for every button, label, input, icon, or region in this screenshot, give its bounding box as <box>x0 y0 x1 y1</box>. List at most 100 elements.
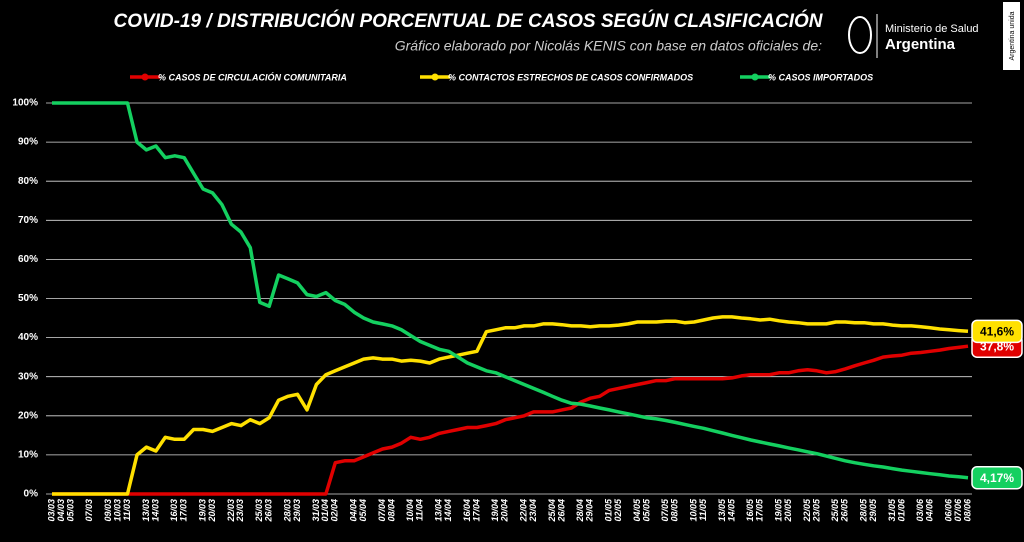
y-tick-label: 10% <box>18 450 38 461</box>
logo-ministry: Ministerio de Salud <box>885 23 979 35</box>
x-tick-label: 28/04 <box>575 499 585 523</box>
x-tick-label: 14/03 <box>150 499 160 522</box>
x-tick-label: 13/04 <box>434 499 444 522</box>
x-tick-label: 01/04 <box>320 499 330 522</box>
x-tick-label: 08/05 <box>670 498 680 522</box>
x-tick-label: 10/05 <box>689 498 699 522</box>
x-tick-label: 16/03 <box>169 499 179 522</box>
x-tick-label: 29/05 <box>868 498 878 523</box>
y-tick-label: 40% <box>18 332 38 343</box>
series-line <box>52 101 969 480</box>
x-tick-label: 11/03 <box>122 499 132 521</box>
x-tick-label: 02/04 <box>330 499 340 522</box>
x-tick-label: 31/05 <box>887 498 897 522</box>
x-tick-label: 25/04 <box>547 499 557 523</box>
x-tick-label: 28/05 <box>858 498 868 523</box>
end-label: 41,6% <box>980 325 1014 339</box>
x-tick-label: 09/03 <box>103 499 113 522</box>
x-tick-label: 17/03 <box>179 499 189 522</box>
x-tick-label: 04/06 <box>925 498 935 522</box>
x-tick-label: 19/04 <box>490 499 500 522</box>
x-tick-label: 23/03 <box>235 499 245 523</box>
x-tick-label: 29/04 <box>585 499 595 523</box>
x-tick-label: 08/04 <box>386 499 396 522</box>
x-tick-label: 10/04 <box>405 499 415 522</box>
x-tick-label: 19/03 <box>197 499 207 522</box>
x-tick-label: 04/04 <box>349 499 359 522</box>
x-tick-label: 20/04 <box>500 499 510 523</box>
x-tick-label: 05/04 <box>358 499 368 522</box>
x-tick-label: 22/03 <box>226 499 236 523</box>
x-tick-label: 01/05 <box>604 498 614 522</box>
y-tick-label: 50% <box>18 293 38 304</box>
x-tick-label: 14/04 <box>443 499 453 522</box>
logo-country: Argentina <box>885 36 956 53</box>
x-tick-label: 04/03 <box>56 499 66 522</box>
x-tick-label: 20/05 <box>783 498 793 523</box>
x-tick-label: 25/03 <box>254 499 264 523</box>
x-tick-label: 06/06 <box>943 498 953 522</box>
series-line <box>52 315 969 496</box>
legend-label: % CASOS DE CIRCULACIÓN COMUNITARIA <box>158 71 347 82</box>
x-tick-label: 07/05 <box>660 498 670 522</box>
legend-marker <box>751 73 759 81</box>
x-tick-label: 02/05 <box>613 498 623 522</box>
x-tick-label: 08/06 <box>962 498 972 522</box>
badge <box>1003 2 1020 70</box>
y-tick-label: 80% <box>18 176 38 187</box>
y-tick-label: 100% <box>12 98 38 109</box>
x-tick-label: 26/04 <box>556 499 566 523</box>
legend-label: % CASOS IMPORTADOS <box>768 72 873 82</box>
x-tick-label: 19/05 <box>774 498 784 522</box>
x-tick-label: 07/04 <box>377 499 387 522</box>
y-tick-label: 60% <box>18 254 38 265</box>
legend-marker <box>141 73 149 81</box>
x-tick-label: 16/04 <box>462 499 472 522</box>
x-tick-label: 13/05 <box>717 498 727 522</box>
x-tick-label: 11/04 <box>415 499 425 521</box>
x-tick-label: 31/03 <box>311 499 321 522</box>
x-tick-label: 05/05 <box>641 498 651 522</box>
x-tick-label: 13/03 <box>141 499 151 522</box>
x-tick-label: 17/04 <box>471 499 481 522</box>
x-tick-label: 01/06 <box>896 498 906 522</box>
end-label: 4,17% <box>980 471 1014 485</box>
x-tick-label: 25/05 <box>830 498 840 523</box>
badge-text: Argentina unida <box>1009 11 1016 60</box>
x-tick-label: 26/05 <box>840 498 850 523</box>
logo: Ministerio de Salud Argentina <box>848 14 979 58</box>
x-tick-label: 11/05 <box>698 498 708 521</box>
x-tick-label: 22/04 <box>519 499 529 523</box>
y-tick-label: 20% <box>18 410 38 421</box>
x-tick-label: 07/06 <box>953 498 963 522</box>
x-tick-label: 07/03 <box>84 499 94 522</box>
x-tick-label: 04/05 <box>632 498 642 522</box>
x-tick-label: 23/05 <box>811 498 821 523</box>
x-tick-label: 26/03 <box>264 499 274 523</box>
x-tick-label: 05/03 <box>65 499 75 522</box>
x-tick-label: 20/03 <box>207 499 217 523</box>
x-tick-label: 17/05 <box>755 498 765 522</box>
x-tick-label: 28/03 <box>282 499 292 523</box>
x-tick-label: 29/03 <box>292 499 302 523</box>
y-tick-label: 30% <box>18 371 38 382</box>
x-tick-label: 22/05 <box>802 498 812 523</box>
series-line <box>52 344 969 496</box>
end-label-box <box>971 465 1023 490</box>
x-tick-label: 16/05 <box>745 498 755 522</box>
x-tick-label: 03/03 <box>46 499 56 522</box>
y-tick-label: 70% <box>18 215 38 226</box>
logo-emblem <box>848 16 872 54</box>
x-tick-label: 23/04 <box>528 499 538 523</box>
y-tick-label: 0% <box>24 489 39 500</box>
chart-title: COVID-19 / DISTRIBUCIÓN PORCENTUAL DE CA… <box>113 10 823 32</box>
x-tick-label: 03/06 <box>915 498 925 522</box>
legend-label: % CONTACTOS ESTRECHOS DE CASOS CONFIRMAD… <box>448 72 693 82</box>
end-label-box <box>971 319 1023 344</box>
x-tick-label: 10/03 <box>112 499 122 522</box>
x-tick-label: 14/05 <box>726 498 736 522</box>
legend-marker <box>431 73 439 81</box>
